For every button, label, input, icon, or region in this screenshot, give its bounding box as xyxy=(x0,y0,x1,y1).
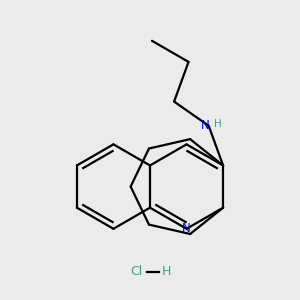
Text: H: H xyxy=(214,119,222,129)
Text: N: N xyxy=(201,119,210,132)
Text: Cl: Cl xyxy=(130,265,142,278)
Text: H: H xyxy=(162,265,171,278)
Text: N: N xyxy=(182,222,191,235)
